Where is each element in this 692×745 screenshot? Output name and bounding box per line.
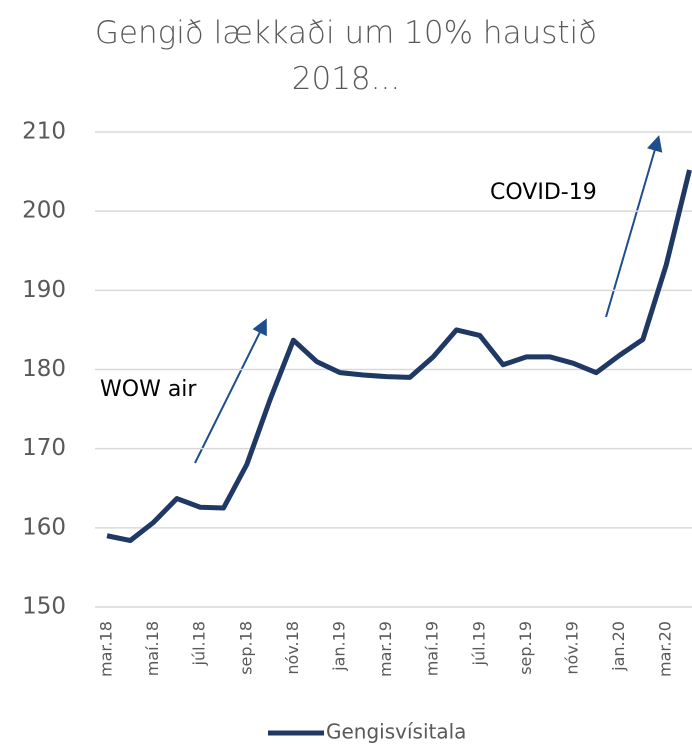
y-tick-label: 210 [22,119,66,145]
y-tick-label: 180 [22,356,66,382]
y-tick-label: 190 [22,277,66,303]
x-tick-label: jan.20 [609,621,628,672]
y-tick-label: 200 [22,198,66,224]
line [106,169,692,543]
x-tick-label: mar.19 [376,621,395,677]
x-tick-label: sep.18 [236,621,255,675]
x-tick-label: maí.19 [423,621,442,676]
arrow [605,135,663,318]
x-tick-label: nóv.19 [563,621,582,675]
x-tick-label: sep.19 [516,621,535,675]
x-tick-label: nóv.18 [283,621,302,675]
annotation: WOW air [100,377,197,402]
legend-label: Gengisvísitala [326,720,466,744]
chart-title: Gengið lækkaði um 10% haustið 2018... [94,15,598,97]
annotation: COVID-19 [490,180,597,205]
y-tick-label: 150 [22,594,66,620]
x-tick-label: maí.18 [143,621,162,676]
y-tick-label: 160 [22,514,66,540]
x-tick-label: mar.18 [97,621,116,677]
x-tick-label: júl.19 [469,621,488,666]
x-tick-label: júl.18 [190,621,209,666]
x-tick-label: jan.19 [330,621,349,672]
y-tick-label: 170 [22,435,66,461]
x-tick-label: mar.20 [656,621,675,677]
arrow [194,318,267,464]
